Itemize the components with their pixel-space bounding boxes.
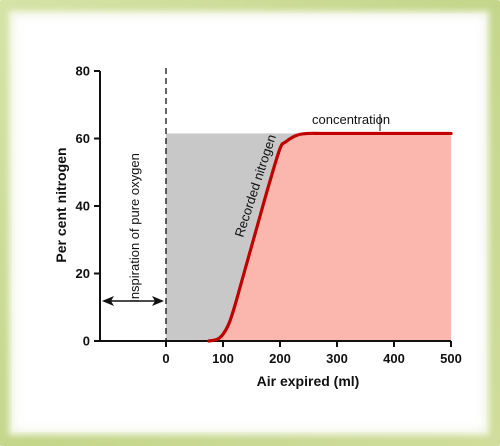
y-tick-label: 20 [76,266,90,281]
x-tick-label: 100 [212,351,234,366]
y-tick-label: 60 [76,131,90,146]
y-tick-label: 80 [76,64,90,79]
y-tick-label: 40 [76,199,90,214]
x-tick-label: 200 [269,351,291,366]
y-tick-label: 0 [83,334,90,349]
inspiration-arrow-right-head [152,296,164,306]
x-tick-label: 400 [383,351,405,366]
x-tick-label: 300 [326,351,348,366]
inspiration-label: Inspiration of pure oxygen [127,153,142,303]
y-axis-title: Per cent nitrogen [53,147,69,262]
inspiration-arrow-left-head [102,296,114,306]
x-tick-label: 500 [440,351,462,366]
x-axis-title: Air expired (ml) [257,373,360,389]
recorded-label-part: concentration [312,112,390,127]
x-tick-label: 0 [162,351,169,366]
nitrogen-curve [207,131,453,343]
